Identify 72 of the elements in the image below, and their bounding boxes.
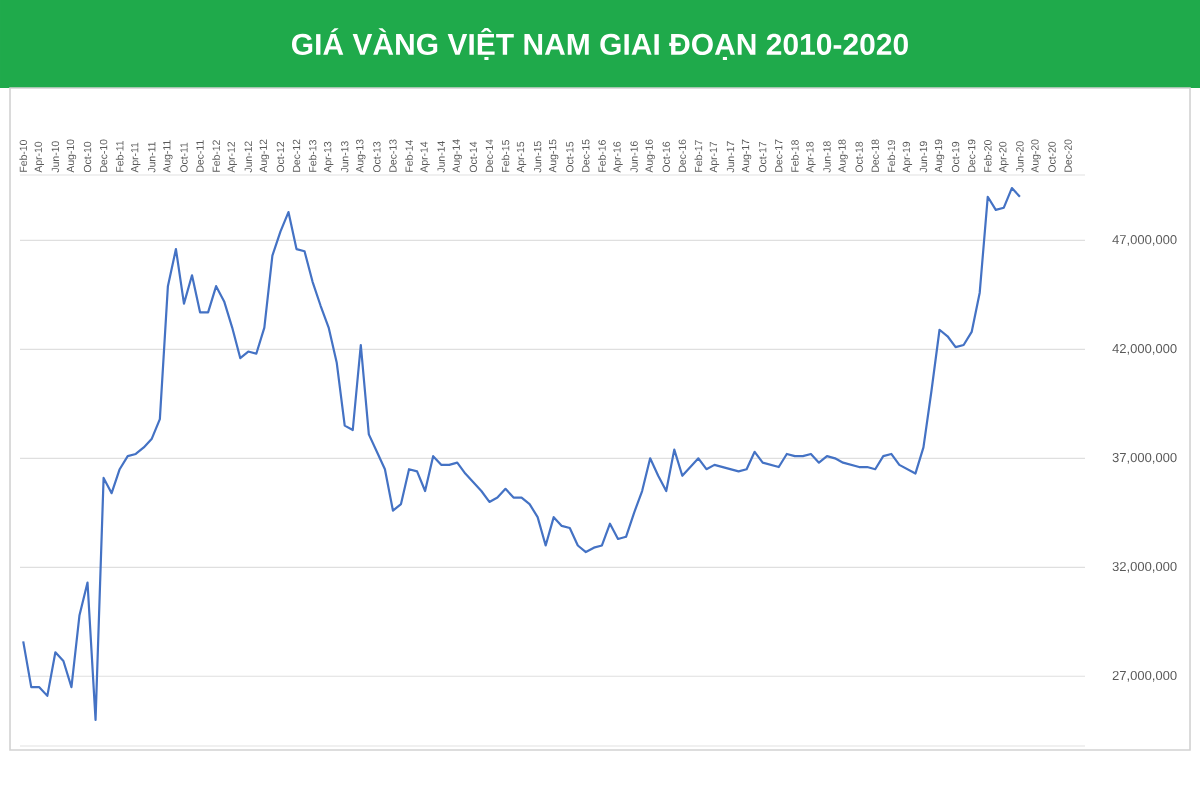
chart-title: GIÁ VÀNG VIỆT NAM GIAI ĐOẠN 2010-2020 — [291, 27, 908, 61]
x-tick-label: Aug-17 — [741, 139, 752, 173]
x-tick-label: Oct-20 — [1048, 141, 1056, 173]
x-tick-label: Aug-11 — [163, 140, 173, 173]
x-tick-label: Feb-15 — [501, 140, 510, 172]
x-tick-label: Dec-16 — [678, 139, 686, 172]
x-tick-label: Jun-10 — [51, 141, 60, 173]
x-tick-label: Dec-15 — [582, 139, 590, 172]
x-tick-label: Oct-11 — [180, 142, 188, 173]
x-tick-label: Jun-20 — [1016, 141, 1024, 173]
x-tick-label: Jun-12 — [244, 141, 252, 173]
x-tick-label: Dec-17 — [775, 139, 783, 172]
x-tick-label: Aug-18 — [838, 139, 848, 173]
x-tick-label: Feb-13 — [308, 140, 317, 172]
x-tick-label: Oct-14 — [469, 141, 478, 173]
x-tick-label: Oct-19 — [951, 141, 960, 173]
x-tick-label: Feb-12 — [212, 140, 220, 172]
x-tick-label: Apr-16 — [613, 141, 623, 173]
x-tick-label: Oct-10 — [83, 141, 92, 173]
x-tick-label: Dec-13 — [389, 139, 397, 172]
x-tick-label: Apr-19 — [902, 141, 913, 173]
x-tick-label: Feb-10 — [19, 140, 28, 172]
x-tick-label: Apr-17 — [709, 141, 720, 173]
y-tick-label: 42,000,000 — [1112, 343, 1177, 355]
x-tick-label: Feb-20 — [983, 140, 992, 172]
x-tick-label: Aug-20 — [1031, 139, 1041, 173]
x-tick-label: Aug-14 — [452, 139, 462, 173]
x-tick-label: Aug-12 — [259, 139, 270, 173]
x-tick-label: Apr-20 — [999, 141, 1009, 173]
y-tick-label: 47,000,000 — [1112, 235, 1177, 246]
x-tick-label: Jun-13 — [341, 141, 349, 173]
x-tick-label: Apr-10 — [34, 141, 45, 173]
x-tick-label: Feb-19 — [887, 140, 896, 172]
x-tick-label: Oct-15 — [566, 141, 574, 173]
x-tick-label: Jun-17 — [726, 141, 735, 173]
y-tick-label: 37,000,000 — [1112, 452, 1177, 464]
x-tick-label: Jun-16 — [630, 141, 638, 173]
x-tick-label: Dec-19 — [967, 139, 976, 172]
x-tick-label: Aug-16 — [645, 139, 655, 173]
x-tick-label: Apr-13 — [323, 141, 334, 173]
x-tick-label: Dec-14 — [485, 139, 494, 172]
x-tick-label: Feb-16 — [598, 140, 606, 172]
x-tick-label: Oct-18 — [855, 141, 863, 173]
x-tick-label: Jun-14 — [437, 141, 445, 173]
x-tick-label: Jun-15 — [534, 141, 542, 173]
x-tick-label: Aug-19 — [934, 139, 945, 173]
x-tick-label: Apr-15 — [516, 141, 527, 173]
x-tick-label: Apr-18 — [806, 141, 816, 173]
x-tick-label: Oct-17 — [758, 141, 767, 173]
x-tick-label: Dec-20 — [1064, 139, 1072, 172]
x-tick-label: Aug-15 — [549, 139, 559, 173]
x-tick-label: Apr-11 — [131, 142, 141, 173]
x-tick-label: Jun-18 — [823, 141, 831, 173]
x-tick-label: Feb-11 — [115, 140, 124, 172]
x-tick-label: Jun-19 — [919, 141, 928, 173]
x-tick-label: Jun-11 — [148, 142, 156, 173]
x-tick-label: Dec-18 — [871, 139, 879, 172]
x-tick-label: Feb-17 — [694, 140, 703, 172]
x-tick-label: Dec-11 — [196, 140, 204, 172]
x-tick-label: Dec-12 — [292, 139, 301, 172]
x-tick-label: Oct-16 — [662, 141, 670, 173]
x-tick-label: Aug-13 — [356, 139, 366, 173]
x-tick-label: Aug-10 — [66, 139, 77, 173]
x-tick-label: Apr-12 — [227, 141, 237, 173]
x-tick-label: Feb-14 — [405, 139, 413, 172]
y-tick-label: 27,000,000 — [1112, 670, 1177, 682]
y-tick-label: 32,000,000 — [1112, 561, 1177, 573]
x-tick-label: Dec-10 — [99, 139, 108, 172]
x-tick-label: Feb-18 — [791, 140, 799, 172]
x-tick-label: Oct-13 — [373, 141, 381, 173]
x-tick-label: Apr-14 — [420, 141, 430, 173]
x-tick-label: Oct-12 — [276, 141, 285, 173]
